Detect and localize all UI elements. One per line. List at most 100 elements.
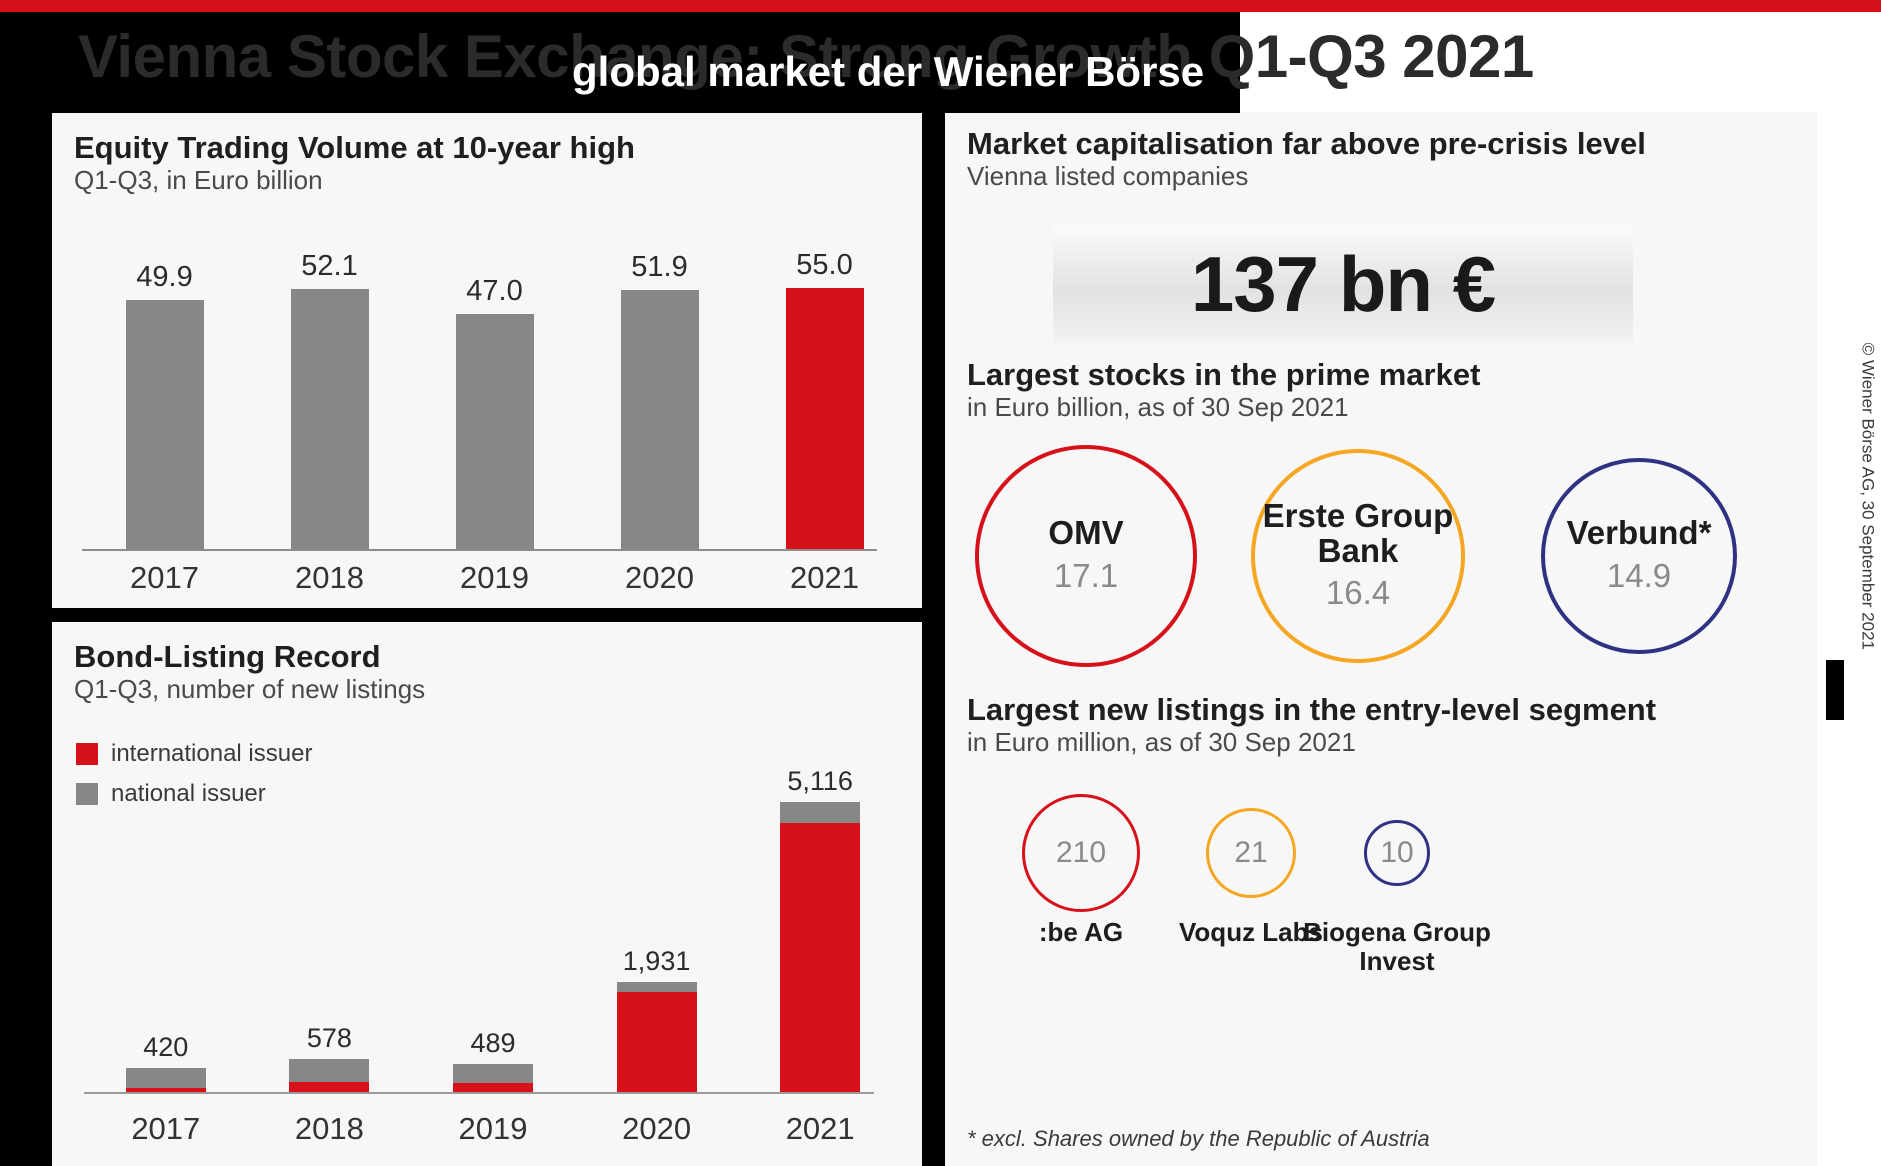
mcap-subtitle: Vienna listed companies [967, 160, 1249, 191]
stock-bubble-value: 14.9 [1606, 556, 1672, 594]
bond-bar-stack [616, 982, 697, 1092]
equity-bar-value: 49.9 [136, 260, 193, 293]
right-edge-block [1826, 660, 1844, 720]
entry-listings-title: Largest new listings in the entry-level … [967, 692, 1657, 727]
listing-bubble-label: Voquz Labs [1179, 917, 1323, 947]
bond-bar-total: 420 [143, 1032, 189, 1063]
equity-panel-title: Equity Trading Volume at 10-year high [74, 130, 635, 165]
bond-segment-national [780, 801, 861, 823]
equity-x-label: 2017 [130, 560, 199, 595]
equity-x-labels: 2017 2018 2019 2020 2021 [82, 556, 907, 600]
equity-bar-column: 51.9 [581, 249, 738, 549]
bond-segment-national [289, 1059, 370, 1082]
bond-x-labels: 2017 2018 2019 2020 2021 [84, 1104, 902, 1154]
bond-bar-total: 578 [306, 1023, 352, 1054]
equity-bar-value: 47.0 [466, 275, 523, 307]
bond-bar-total: 1,931 [622, 946, 691, 977]
bond-legend: international issuer national issuer [76, 740, 312, 820]
bond-bar-column: 5,116 [742, 742, 897, 1092]
equity-x-label: 2020 [625, 560, 694, 595]
bond-bar-stack [780, 801, 861, 1092]
equity-bar [290, 288, 369, 549]
top-accent-bar [0, 0, 1881, 12]
stock-bubble-value: 16.4 [1325, 574, 1391, 612]
equity-bar [620, 289, 699, 549]
stock-bubble: OMV 17.1 [975, 444, 1197, 667]
bond-segment-international [125, 1087, 206, 1092]
page-title-overlay: global market der Wiener Börse [572, 48, 1205, 95]
bond-x-label: 2017 [131, 1111, 201, 1146]
listing-bubble: 10 [1364, 820, 1430, 886]
listing-bubble-value: 21 [1234, 836, 1268, 869]
bond-segment-international [616, 991, 697, 1092]
bond-segment-national [125, 1068, 206, 1088]
listing-bubble: 210 [1022, 794, 1140, 912]
footnote: * excl. Shares owned by the Republic of … [967, 1126, 1430, 1151]
equity-bar-group: 49.9 52.1 47.0 51.9 55.0 [82, 249, 907, 549]
equity-bar-column: 47.0 [416, 249, 573, 549]
equity-bar [455, 314, 534, 549]
listing-bubble: 21 [1206, 808, 1296, 898]
equity-bar-column: 52.1 [251, 249, 408, 549]
mcap-header: Market capitalisation far above pre-cris… [967, 126, 1646, 192]
bond-bar-total: 5,116 [787, 765, 853, 796]
stock-bubble: Verbund* 14.9 [1541, 457, 1737, 654]
copyright-notice: © Wiener Börse AG, 30 September 2021 [1858, 342, 1877, 650]
bond-segment-national [616, 982, 697, 992]
equity-panel-subtitle: Q1-Q3, in Euro billion [74, 164, 323, 195]
equity-x-axis [82, 549, 877, 551]
bond-x-label: 2018 [294, 1111, 364, 1146]
equity-bar-value: 51.9 [631, 250, 688, 283]
bond-segment-national [452, 1064, 533, 1083]
bond-bar-column: 578 [252, 742, 407, 1092]
largest-stocks-title: Largest stocks in the prime market [967, 357, 1481, 392]
equity-bar-value: 52.1 [301, 249, 358, 282]
listing-bubble-label: Biogena Group Invest [1303, 917, 1491, 977]
bond-bar-column: 489 [415, 742, 570, 1092]
equity-panel-header: Equity Trading Volume at 10-year high Q1… [74, 130, 635, 196]
listing-bubble-label: :be AG [1038, 917, 1124, 947]
bond-panel-title: Bond-Listing Record [74, 639, 381, 674]
bond-bar-group: 420 578 489 1,931 5,116 [84, 742, 902, 1092]
legend-label: national issuer [111, 780, 266, 807]
bond-segment-international [289, 1081, 370, 1092]
largest-stocks-subtitle: in Euro billion, as of 30 Sep 2021 [967, 391, 1349, 422]
bond-bar-column: 1,931 [579, 742, 734, 1092]
legend-label: international issuer [111, 740, 313, 767]
bond-bar-total: 489 [470, 1028, 516, 1059]
bond-panel-subtitle: Q1-Q3, number of new listings [74, 673, 426, 704]
stock-bubble-name: Erste Group Bank [1262, 496, 1454, 569]
bond-bar-stack [125, 1068, 206, 1092]
bond-x-label: 2019 [458, 1111, 528, 1146]
stock-bubble: Erste Group Bank 16.4 [1251, 448, 1465, 663]
equity-x-label: 2018 [295, 560, 364, 595]
bond-bar-column: 420 [88, 742, 243, 1092]
equity-x-label: 2019 [460, 560, 529, 595]
entry-listings-subtitle: in Euro million, as of 30 Sep 2021 [967, 726, 1356, 757]
mcap-title: Market capitalisation far above pre-cris… [967, 126, 1646, 161]
stock-bubble-name: Verbund* [1566, 514, 1712, 552]
bond-bar-stack [452, 1064, 533, 1092]
largest-stocks-bubbles: OMV 17.1 Erste Group Bank 16.4 Verbund* 14.9 [963, 433, 1803, 678]
equity-bar-value: 55.0 [796, 249, 853, 281]
bond-listing-panel: Bond-Listing Record Q1-Q3, number of new… [52, 622, 922, 1166]
entry-listings-header: Largest new listings in the entry-level … [967, 692, 1657, 758]
listing-bubble-value: 10 [1380, 836, 1414, 869]
bond-legend-item: national issuer [76, 780, 312, 808]
equity-x-label: 2021 [790, 560, 859, 595]
mcap-value: 137 bn € [1190, 239, 1496, 328]
stock-bubble-value: 17.1 [1053, 556, 1119, 594]
equity-bar-column: 49.9 [86, 249, 243, 549]
listing-bubble-value: 210 [1055, 836, 1107, 869]
market-capitalisation-panel: Market capitalisation far above pre-cris… [945, 113, 1816, 1166]
bond-segment-international [452, 1082, 533, 1092]
entry-listings-bubbles: 210 :be AG 21 Voquz Labs 10 Biogena Group Inve… [963, 773, 1803, 1013]
equity-trading-panel: Equity Trading Volume at 10-year high Q1… [52, 113, 922, 608]
largest-stocks-header: Largest stocks in the prime market in Eu… [967, 357, 1481, 423]
equity-bar [125, 299, 204, 549]
stock-bubble-name: OMV [1048, 514, 1124, 552]
mcap-value-box: 137 bn € [1053, 225, 1633, 343]
bond-x-label: 2020 [622, 1111, 692, 1146]
bond-legend-item: international issuer [76, 740, 312, 768]
